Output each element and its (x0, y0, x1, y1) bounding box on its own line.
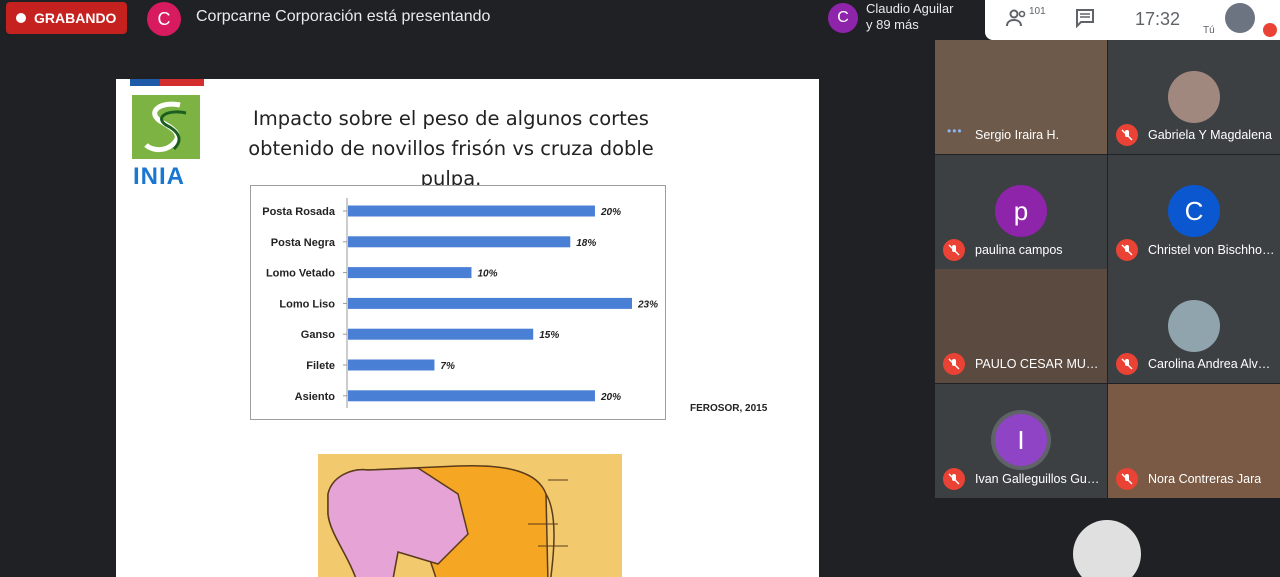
participant-tile[interactable]: C Christel von Bischhoffshausen (1108, 155, 1280, 269)
category-label: Posta Negra (271, 237, 336, 249)
mic-off-icon (1116, 468, 1138, 490)
mic-off-icon (943, 468, 965, 490)
meeting-controls: 101 17:32 Tú (985, 0, 1280, 40)
mic-off-icon (1116, 239, 1138, 261)
participant-name: Ivan Galleguillos Guerrero (975, 472, 1103, 486)
bar (348, 328, 534, 340)
participant-tile[interactable]: Gabriela Y Magdalena (1108, 40, 1280, 154)
speaking-indicator-icon: ••• (947, 124, 963, 138)
category-label: Ganso (301, 329, 336, 341)
data-label: 20% (600, 207, 621, 218)
bar (348, 297, 632, 309)
category-label: Asiento (295, 391, 336, 403)
bar (348, 390, 595, 402)
recording-badge[interactable]: GRABANDO (6, 2, 127, 34)
mic-off-icon (1263, 23, 1277, 37)
slide-title: Impacto sobre el peso de algunos cortes … (248, 107, 654, 190)
recording-label: GRABANDO (34, 10, 117, 26)
logo-text: INIA (133, 163, 185, 190)
presenter-status: Corpcarne Corporación está presentando (196, 8, 491, 25)
data-label: 20% (600, 392, 621, 403)
chat-icon (1076, 9, 1094, 29)
data-label: 10% (477, 269, 497, 280)
top-bar: GRABANDO C Corpcarne Corporación está pr… (0, 0, 1280, 40)
participant-tile[interactable]: ••• Sergio Iraira H. (935, 40, 1107, 154)
inia-logo (132, 95, 200, 159)
category-label: Lomo Vetado (266, 268, 335, 280)
bar-chart-svg: Posta Rosada 20% Posta Negra 18% Lomo Vetado… (262, 198, 658, 408)
participant-name: Christel von Bischhoffshausen (1148, 243, 1276, 257)
participant-name: Sergio Iraira H. (975, 128, 1060, 142)
bar-chart: Posta Rosada 20% Posta Negra 18% Lomo Vetado… (250, 185, 666, 420)
flag-stripe (130, 79, 204, 86)
beef-cuts-diagram (318, 454, 622, 577)
active-speaker-pill[interactable]: C Claudio Aguilar y 89 más (820, 0, 985, 38)
bar (348, 205, 595, 217)
speaker-avatar: C (828, 3, 858, 33)
participant-tile[interactable]: p paulina campos (935, 155, 1107, 269)
category-label: Posta Rosada (262, 206, 336, 218)
participant-name: Nora Contreras Jara (1148, 472, 1262, 486)
data-label: 18% (576, 238, 596, 249)
speaker-name: Claudio Aguilar (866, 1, 954, 16)
avatar: I (995, 414, 1047, 466)
avatar: p (995, 185, 1047, 237)
participant-count: 101 (1029, 6, 1046, 17)
recording-dot-icon (16, 13, 26, 23)
chat-button[interactable] (1075, 8, 1095, 29)
clock: 17:32 (1135, 9, 1181, 29)
category-label: Filete (306, 360, 335, 372)
presenter-avatar: C (147, 2, 181, 36)
speaker-more: y 89 más (866, 17, 919, 32)
participant-tile[interactable]: Carolina Andrea Alvarez (1108, 269, 1280, 383)
avatar: C (1168, 185, 1220, 237)
category-label: Lomo Liso (279, 298, 335, 310)
mic-off-icon (943, 353, 965, 375)
participant-tile[interactable]: Nora Contreras Jara (1108, 384, 1280, 498)
self-label: Tú (1203, 25, 1215, 36)
participant-tile[interactable] (995, 498, 1220, 577)
data-label: 23% (637, 299, 658, 310)
self-avatar[interactable] (1225, 3, 1255, 33)
avatar (1168, 71, 1220, 123)
participant-tile[interactable]: I Ivan Galleguillos Guerrero (935, 384, 1107, 498)
mic-off-icon (1116, 124, 1138, 146)
presentation-slide: INIA Impacto sobre el peso de algunos co… (116, 79, 819, 577)
participant-name: Gabriela Y Magdalena (1148, 128, 1272, 142)
participant-name: Carolina Andrea Alvarez (1148, 357, 1276, 371)
bar (348, 236, 571, 248)
avatar (1168, 300, 1220, 352)
participant-name: paulina campos (975, 243, 1063, 257)
bar (348, 267, 472, 279)
mic-off-icon (943, 239, 965, 261)
people-icon (1006, 9, 1026, 27)
participant-tile[interactable]: PAULO CESAR MUÑOZ (935, 269, 1107, 383)
avatar (1073, 520, 1141, 577)
chart-source: FEROSOR, 2015 (690, 403, 768, 414)
participant-name: PAULO CESAR MUÑOZ (975, 357, 1103, 371)
mic-off-icon (1116, 353, 1138, 375)
data-label: 7% (440, 361, 455, 372)
data-label: 15% (539, 330, 559, 341)
bar (348, 359, 435, 371)
people-button[interactable]: 101 (1005, 6, 1053, 32)
